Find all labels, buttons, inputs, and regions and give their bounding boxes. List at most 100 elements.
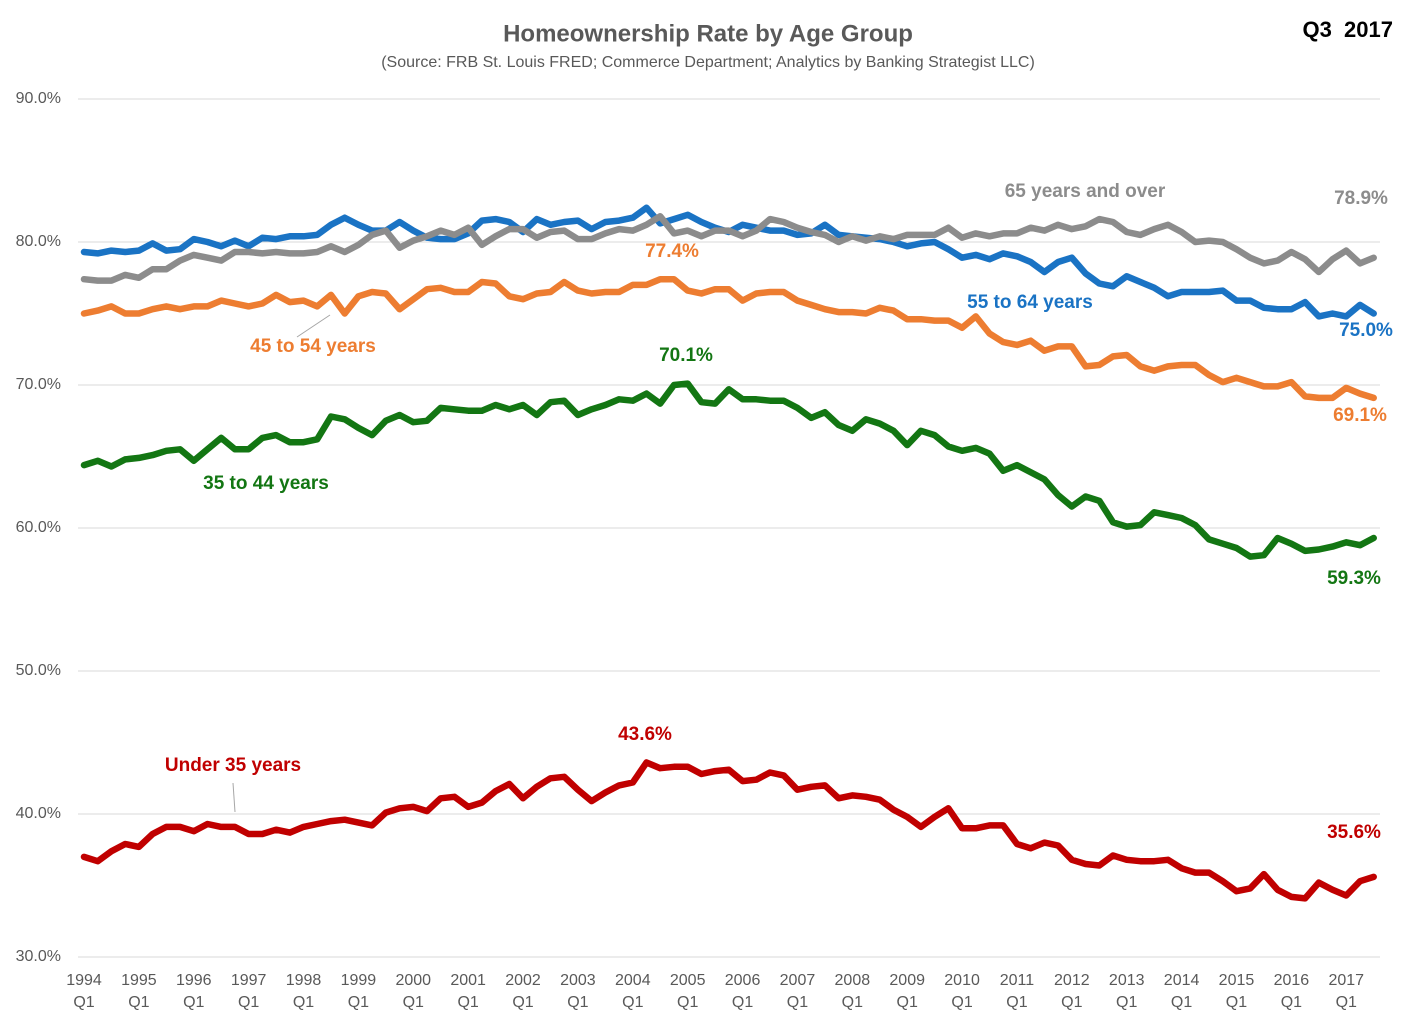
series-line	[80, 213, 1377, 284]
x-tick-line: 2011	[1000, 972, 1035, 989]
x-tick-line: 2007	[780, 972, 816, 989]
x-tick-line: 2005	[670, 972, 706, 989]
x-tick-line: Q1	[1226, 994, 1247, 1011]
x-tick-line: 2009	[889, 972, 925, 989]
chart-title: Homeownership Rate by Age Group	[503, 20, 913, 47]
x-tick-line: 2012	[1054, 972, 1090, 989]
y-tick-label: 80.0%	[16, 233, 61, 250]
period-label: Q3 2017	[1302, 17, 1393, 42]
x-tick-line: Q1	[732, 994, 753, 1011]
leader-line	[232, 782, 236, 813]
y-tick-label: 30.0%	[16, 948, 61, 965]
series-line	[80, 380, 1377, 560]
data-label: 59.3%	[1327, 568, 1381, 589]
x-tick-line: Q1	[348, 994, 369, 1011]
legend-label: 45 to 54 years	[250, 336, 376, 357]
x-tick-line: 2004	[615, 972, 651, 989]
x-tick-line: Q1	[1336, 994, 1357, 1011]
series-line	[80, 759, 1377, 902]
x-tick-line: 1995	[121, 972, 157, 989]
x-tick-line: 2017	[1328, 972, 1364, 989]
x-tick-label: 2010 Q1	[944, 972, 980, 1011]
x-tick-line: 2000	[395, 972, 431, 989]
x-tick-label: 2017 Q1	[1328, 972, 1364, 1011]
data-label: 43.6%	[618, 724, 672, 745]
x-tick-line: 2010	[944, 972, 980, 989]
leader-line	[296, 314, 331, 338]
x-tick-line: 2002	[505, 972, 541, 989]
x-tick-label: 2014 Q1	[1164, 972, 1200, 1011]
x-tick-label: 1999 Q1	[341, 972, 377, 1011]
x-tick-line: 2016	[1274, 972, 1310, 989]
y-tick-label: 90.0%	[16, 90, 61, 107]
chart-subtitle: (Source: FRB St. Louis FRED; Commerce De…	[381, 54, 1035, 71]
x-tick-line: Q1	[787, 994, 808, 1011]
x-tick-label: 2003 Q1	[560, 972, 596, 1011]
legend-label: 35 to 44 years	[203, 473, 329, 494]
x-tick-label: 1994 Q1	[66, 972, 102, 1011]
x-tick-line: Q1	[238, 994, 259, 1011]
x-tick-label: 2006 Q1	[725, 972, 761, 1011]
data-label: 78.9%	[1334, 188, 1388, 209]
x-tick-line: 2001	[450, 972, 486, 989]
x-tick-label: 2001 Q1	[450, 972, 486, 1011]
x-tick-line: Q1	[1281, 994, 1302, 1011]
x-tick-line: Q1	[951, 994, 972, 1011]
y-tick-label: 60.0%	[16, 519, 61, 536]
x-tick-label: 2004 Q1	[615, 972, 651, 1011]
x-tick-label: 2012 Q1	[1054, 972, 1090, 1011]
x-tick-line: Q1	[622, 994, 643, 1011]
x-tick-label: 2009 Q1	[889, 972, 925, 1011]
x-tick-line: 2013	[1109, 972, 1145, 989]
x-tick-label: 2016 Q1	[1274, 972, 1310, 1011]
y-tick-label: 40.0%	[16, 805, 61, 822]
x-tick-label: 2002 Q1	[505, 972, 541, 1011]
x-tick-label: 2008 Q1	[835, 972, 871, 1011]
x-tick-label: 2005 Q1	[670, 972, 706, 1011]
legend-label: Under 35 years	[165, 755, 301, 776]
data-label: 35.6%	[1327, 822, 1381, 843]
x-tick-line: 2006	[725, 972, 761, 989]
x-tick-line: 1994	[66, 972, 102, 989]
x-tick-line: 1996	[176, 972, 212, 989]
x-tick-line: Q1	[128, 994, 149, 1011]
x-tick-line: Q1	[183, 994, 204, 1011]
data-label: 75.0%	[1339, 320, 1393, 341]
x-tick-label: 1997 Q1	[231, 972, 267, 1011]
x-tick-label: 2015 Q1	[1219, 972, 1255, 1011]
x-tick-line: 2014	[1164, 972, 1200, 989]
x-tick-line: 2015	[1219, 972, 1255, 989]
x-tick-line: Q1	[73, 994, 94, 1011]
x-tick-label: 2011 Q1	[1000, 972, 1035, 1011]
series-line	[80, 275, 1377, 402]
x-tick-line: Q1	[1061, 994, 1082, 1011]
x-tick-line: Q1	[842, 994, 863, 1011]
x-tick-label: 2007 Q1	[780, 972, 816, 1011]
x-tick-label: 1996 Q1	[176, 972, 212, 1011]
x-tick-line: Q1	[897, 994, 918, 1011]
x-tick-line: Q1	[677, 994, 698, 1011]
y-tick-label: 70.0%	[16, 376, 61, 393]
x-tick-line: Q1	[293, 994, 314, 1011]
legend-label: 55 to 64 years	[967, 292, 1093, 313]
legend-label: 65 years and over	[1005, 181, 1166, 202]
x-tick-line: 2008	[835, 972, 871, 989]
x-tick-label: 1995 Q1	[121, 972, 157, 1011]
x-tick-line: 1998	[286, 972, 322, 989]
x-tick-label: 1998 Q1	[286, 972, 322, 1011]
x-tick-line: 1999	[341, 972, 377, 989]
x-tick-line: Q1	[1116, 994, 1137, 1011]
x-tick-line: Q1	[457, 994, 478, 1011]
y-tick-label: 50.0%	[16, 662, 61, 679]
x-tick-line: 2003	[560, 972, 596, 989]
data-label: 69.1%	[1333, 405, 1387, 426]
x-tick-line: 1997	[231, 972, 267, 989]
x-tick-label: 2013 Q1	[1109, 972, 1145, 1011]
x-tick-line: Q1	[512, 994, 533, 1011]
x-tick-line: Q1	[1006, 994, 1027, 1011]
data-label: 70.1%	[659, 345, 713, 366]
x-tick-line: Q1	[567, 994, 588, 1011]
x-tick-line: Q1	[403, 994, 424, 1011]
x-tick-line: Q1	[1171, 994, 1192, 1011]
